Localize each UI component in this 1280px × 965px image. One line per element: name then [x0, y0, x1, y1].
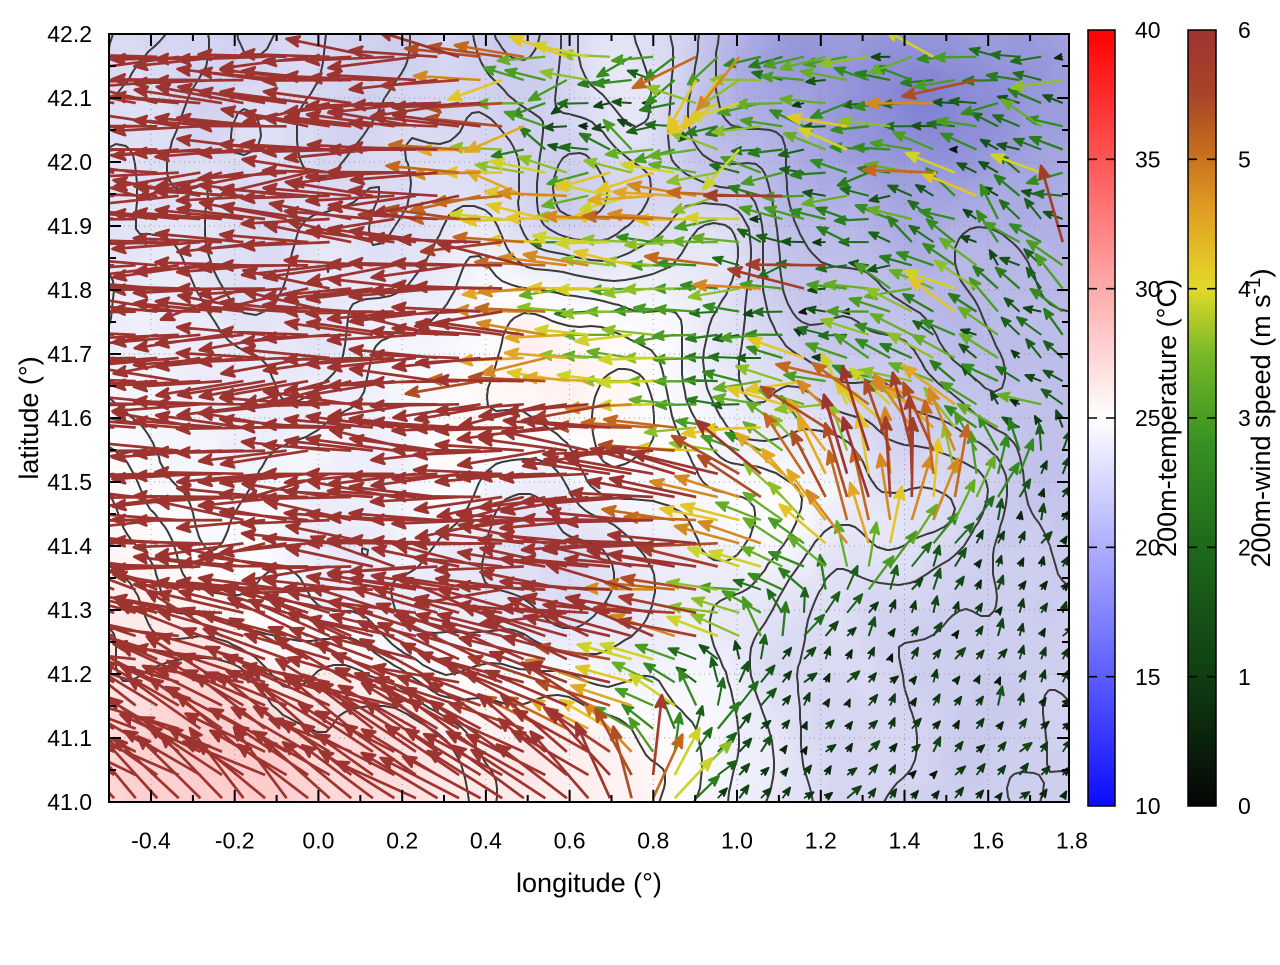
svg-text:200m-wind speed (m s-1): 200m-wind speed (m s-1) — [1244, 268, 1276, 567]
svg-text:35: 35 — [1135, 147, 1161, 173]
svg-text:41.6: 41.6 — [47, 405, 92, 431]
svg-text:0: 0 — [1238, 793, 1251, 819]
svg-text:1.6: 1.6 — [972, 828, 1004, 854]
svg-text:0.2: 0.2 — [386, 828, 418, 854]
svg-text:41.2: 41.2 — [47, 661, 92, 687]
svg-text:latitude (°): latitude (°) — [14, 356, 44, 479]
svg-text:0.4: 0.4 — [470, 828, 502, 854]
svg-text:41.8: 41.8 — [47, 277, 92, 303]
svg-text:41.1: 41.1 — [47, 725, 92, 751]
svg-text:5: 5 — [1238, 147, 1251, 173]
svg-text:1: 1 — [1238, 664, 1251, 690]
svg-text:0.6: 0.6 — [554, 828, 586, 854]
svg-text:42.2: 42.2 — [47, 21, 92, 47]
svg-text:1.0: 1.0 — [721, 828, 753, 854]
svg-text:-0.2: -0.2 — [215, 828, 255, 854]
svg-text:0.0: 0.0 — [302, 828, 334, 854]
svg-text:1.4: 1.4 — [889, 828, 921, 854]
svg-text:41.7: 41.7 — [47, 341, 92, 367]
svg-text:42.1: 42.1 — [47, 85, 92, 111]
svg-text:6: 6 — [1238, 17, 1251, 43]
svg-text:200m-temperature (°C): 200m-temperature (°C) — [1152, 279, 1182, 557]
svg-text:41.3: 41.3 — [47, 597, 92, 623]
svg-text:10: 10 — [1135, 793, 1161, 819]
svg-text:1.8: 1.8 — [1056, 828, 1088, 854]
svg-text:41.9: 41.9 — [47, 213, 92, 239]
svg-text:40: 40 — [1135, 17, 1161, 43]
svg-text:0.8: 0.8 — [637, 828, 669, 854]
svg-text:42.0: 42.0 — [47, 149, 92, 175]
svg-text:41.5: 41.5 — [47, 469, 92, 495]
svg-text:-0.4: -0.4 — [131, 828, 171, 854]
svg-text:longitude (°): longitude (°) — [516, 868, 662, 898]
svg-text:1.2: 1.2 — [805, 828, 837, 854]
svg-text:41.4: 41.4 — [47, 533, 92, 559]
svg-text:41.0: 41.0 — [47, 789, 92, 815]
svg-text:15: 15 — [1135, 664, 1161, 690]
